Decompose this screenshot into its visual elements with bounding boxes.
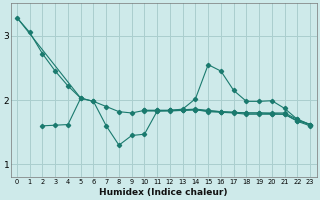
X-axis label: Humidex (Indice chaleur): Humidex (Indice chaleur) bbox=[99, 188, 228, 197]
